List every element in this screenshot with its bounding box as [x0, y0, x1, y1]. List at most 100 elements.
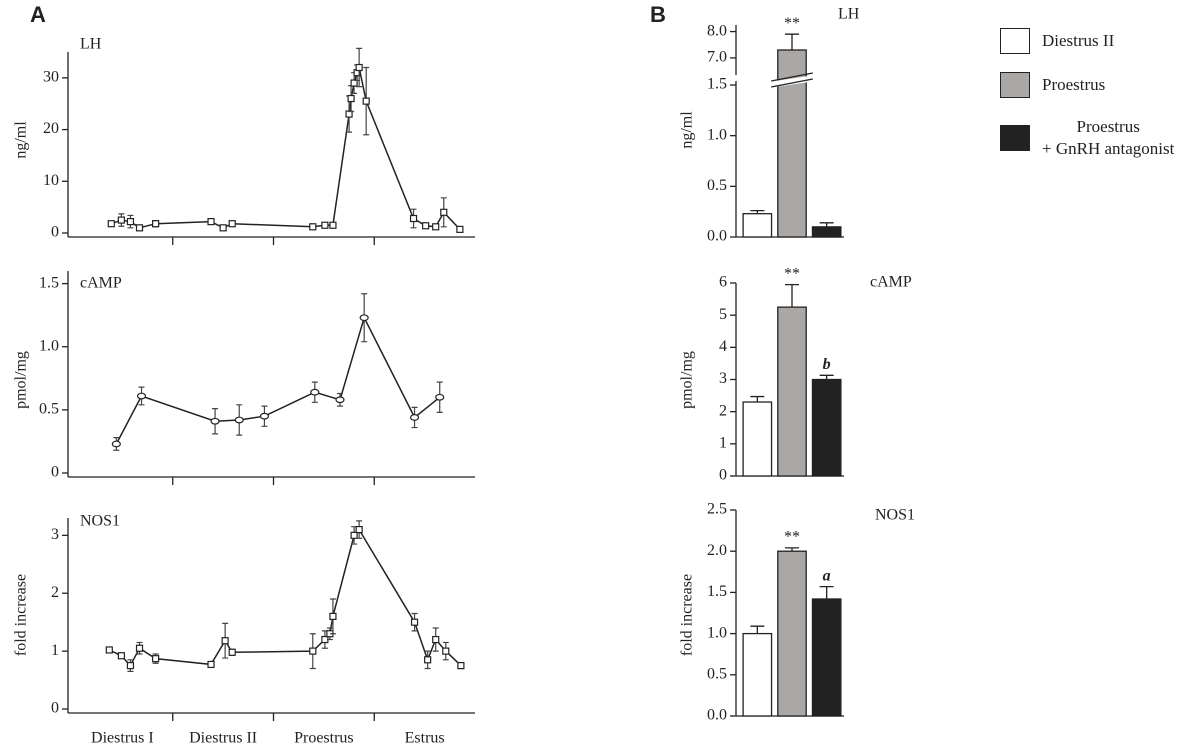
y-tick-label: 0 — [51, 224, 59, 241]
marker — [107, 220, 115, 228]
marker — [111, 440, 121, 448]
marker — [117, 652, 125, 660]
marker — [310, 388, 320, 396]
legend-swatch — [1000, 125, 1030, 151]
axis-break-lines — [771, 72, 813, 88]
marker — [234, 416, 244, 424]
marker — [228, 220, 236, 228]
marker — [440, 208, 448, 216]
legend-label: Proestrus + GnRH antagonist — [1042, 117, 1175, 158]
panel-letter: A — [30, 2, 46, 27]
y-tick-label: 0.0 — [707, 707, 727, 724]
bar — [811, 598, 842, 717]
legend-entry: Proestrus — [1000, 72, 1174, 98]
significance-label: ** — [784, 529, 800, 546]
legend-entry: Diestrus II — [1000, 28, 1174, 54]
error-bar — [785, 547, 799, 552]
marker — [355, 63, 363, 72]
y-tick-label: 2 — [51, 584, 59, 601]
marker — [207, 218, 215, 226]
error-bar — [819, 374, 834, 380]
y-axis-label: ng/ml — [679, 111, 696, 149]
y-tick-label: 2.5 — [707, 501, 727, 518]
panel-letter: B — [650, 2, 666, 27]
error-bar — [750, 210, 765, 214]
marker — [457, 661, 465, 670]
marker — [456, 225, 464, 233]
chart-title: cAMP — [80, 275, 122, 292]
y-tick-label: 1.0 — [707, 126, 727, 143]
y-tick-label: 0.0 — [707, 228, 727, 245]
marker — [309, 647, 317, 655]
data-line — [115, 315, 441, 445]
y-tick-label: 2.0 — [707, 542, 727, 559]
error-bar — [750, 625, 765, 634]
chart-title: LH — [838, 6, 860, 23]
marker — [321, 221, 329, 229]
y-axis-label: fold increase — [679, 574, 696, 656]
marker — [126, 661, 135, 670]
y-tick-label: 0 — [51, 464, 59, 481]
y-tick-label: 1.0 — [707, 624, 727, 641]
chart-title: cAMP — [870, 274, 912, 291]
data-line — [108, 528, 462, 667]
marker — [350, 79, 358, 87]
marker — [136, 392, 147, 400]
y-tick-label: 2 — [719, 402, 727, 419]
y-tick-label: 1 — [51, 642, 59, 659]
bar — [742, 401, 773, 477]
y-tick-label: 0.5 — [707, 177, 727, 194]
marker — [135, 644, 144, 652]
y-tick-label: 5 — [719, 306, 727, 323]
marker — [329, 221, 337, 229]
marker — [259, 412, 270, 420]
y-tick-label: 1.5 — [707, 583, 727, 600]
y-axis-label: ng/ml — [13, 121, 30, 159]
marker — [152, 220, 160, 228]
significance-label: a — [823, 567, 831, 584]
marker — [117, 216, 125, 224]
bar — [811, 378, 842, 477]
marker — [432, 635, 440, 644]
legend-swatch — [1000, 72, 1030, 98]
marker — [126, 218, 135, 226]
marker — [359, 314, 369, 322]
chart-title: LH — [80, 36, 102, 53]
y-tick-label: 1.0 — [39, 337, 59, 354]
x-category-label: Diestrus I — [91, 730, 154, 747]
bar — [811, 226, 842, 238]
y-axis-label: pmol/mg — [679, 351, 696, 409]
marker — [329, 612, 337, 620]
significance-label: b — [823, 356, 831, 373]
x-category-label: Estrus — [405, 730, 445, 747]
chart-title: NOS1 — [875, 507, 915, 524]
legend-swatch — [1000, 28, 1030, 54]
marker — [410, 618, 419, 626]
marker — [207, 660, 215, 669]
y-tick-label: 30 — [43, 69, 59, 86]
y-tick-label: 20 — [43, 120, 59, 137]
marker — [152, 655, 160, 663]
y-tick-label: 7.0 — [707, 49, 727, 66]
y-tick-label: 1.5 — [39, 274, 59, 291]
significance-label: ** — [784, 265, 800, 282]
y-axis-label: pmol/mg — [13, 351, 30, 409]
y-tick-label: 8.0 — [707, 22, 727, 39]
bar — [777, 550, 807, 717]
marker — [442, 647, 450, 655]
axis-break — [740, 76, 810, 92]
marker — [335, 396, 345, 404]
x-category-label: Proestrus — [294, 730, 354, 747]
y-axis-label: fold increase — [13, 574, 30, 656]
marker — [350, 531, 358, 539]
y-tick-label: 0 — [719, 467, 727, 484]
marker — [105, 646, 113, 654]
error-bar — [785, 283, 799, 308]
chart-title: NOS1 — [80, 513, 120, 530]
marker — [409, 214, 418, 223]
marker — [422, 222, 430, 230]
x-category-label: Diestrus II — [189, 730, 257, 747]
legend-label: Diestrus II — [1042, 31, 1115, 50]
marker — [435, 393, 445, 401]
